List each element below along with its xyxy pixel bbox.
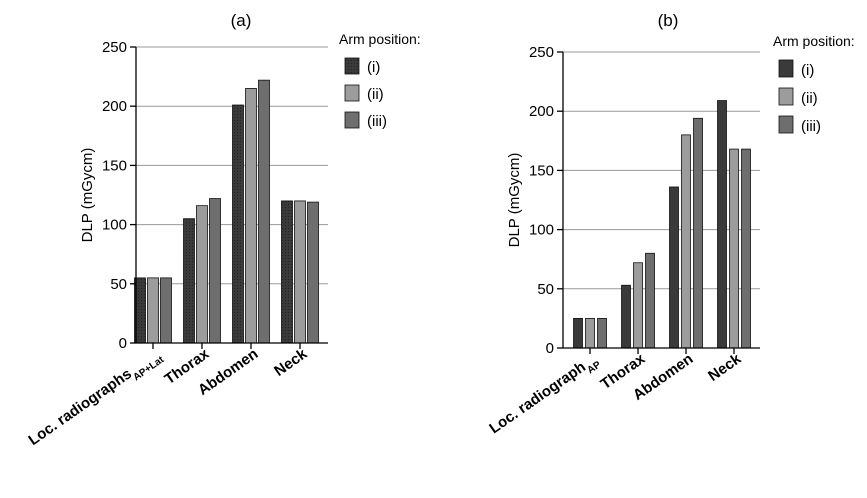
category-label-1: Loc. radiographsAP+Lat [25, 345, 166, 453]
bar-1-series-3 [160, 277, 172, 344]
panel-title: (b) [658, 11, 679, 30]
bar-2-series-1 [183, 218, 195, 344]
bar-3-series-1 [232, 104, 244, 344]
y-axis-title: DLP (mGycm) [79, 148, 96, 243]
y-tick-label: 50 [110, 276, 127, 293]
legend-label-2: (ii) [801, 90, 818, 107]
y-tick-label: 0 [546, 340, 554, 357]
category-label-1: Loc. radiographAP [486, 350, 603, 441]
y-tick-label: 250 [529, 44, 554, 61]
legend-title: Arm position: [773, 33, 855, 49]
legend-label-2: (ii) [367, 86, 384, 103]
panel-title: (a) [231, 11, 252, 30]
y-tick-label: 100 [102, 217, 127, 234]
bar-3-series-2 [681, 134, 691, 349]
legend-swatch-3 [778, 115, 794, 134]
bar-2-series-1 [621, 284, 631, 349]
category-label-subscript: AP [585, 359, 603, 376]
legend-swatch-2 [778, 87, 794, 106]
bar-4-series-3 [741, 148, 751, 349]
y-tick-label: 200 [529, 103, 554, 120]
legend-swatch-1 [778, 59, 794, 78]
bar-3-series-3 [258, 79, 270, 344]
legend-label-3: (iii) [367, 113, 387, 130]
category-label-4: Neck [271, 345, 311, 380]
legend-label-1: (i) [801, 62, 814, 79]
bar-4-series-1 [717, 100, 727, 349]
bar-2-series-2 [633, 262, 643, 349]
bar-1-series-3 [597, 317, 607, 349]
bar-3-series-1 [669, 186, 679, 349]
bar-3-series-3 [693, 117, 703, 349]
bar-3-series-2 [245, 88, 257, 344]
legend-title: Arm position: [339, 31, 421, 47]
bar-4-series-1 [281, 200, 293, 344]
bar-1-series-2 [585, 317, 595, 349]
legend-swatch-3 [344, 111, 360, 129]
legend-label-1: (i) [367, 59, 380, 76]
category-label-4: Neck [705, 350, 745, 385]
y-axis-title: DLP (mGycm) [506, 153, 523, 248]
y-tick-label: 200 [102, 98, 127, 115]
y-tick-label: 100 [529, 222, 554, 239]
legend-label-3: (iii) [801, 118, 821, 135]
y-tick-label: 50 [537, 281, 554, 298]
y-tick-label: 150 [529, 162, 554, 179]
y-tick-label: 0 [119, 335, 127, 352]
y-tick-label: 250 [102, 39, 127, 56]
bar-2-series-2 [196, 205, 208, 344]
bar-4-series-2 [729, 148, 739, 349]
category-label-subscript: AP+Lat [131, 354, 166, 383]
bar-2-series-3 [645, 252, 655, 349]
bar-4-series-2 [294, 200, 306, 344]
bar-2-series-3 [209, 198, 221, 344]
legend-swatch-1 [344, 57, 360, 75]
bar-4-series-3 [307, 201, 319, 344]
y-tick-label: 150 [102, 157, 127, 174]
bar-1-series-1 [573, 317, 583, 349]
bar-1-series-2 [147, 277, 159, 344]
legend-swatch-2 [344, 84, 360, 102]
